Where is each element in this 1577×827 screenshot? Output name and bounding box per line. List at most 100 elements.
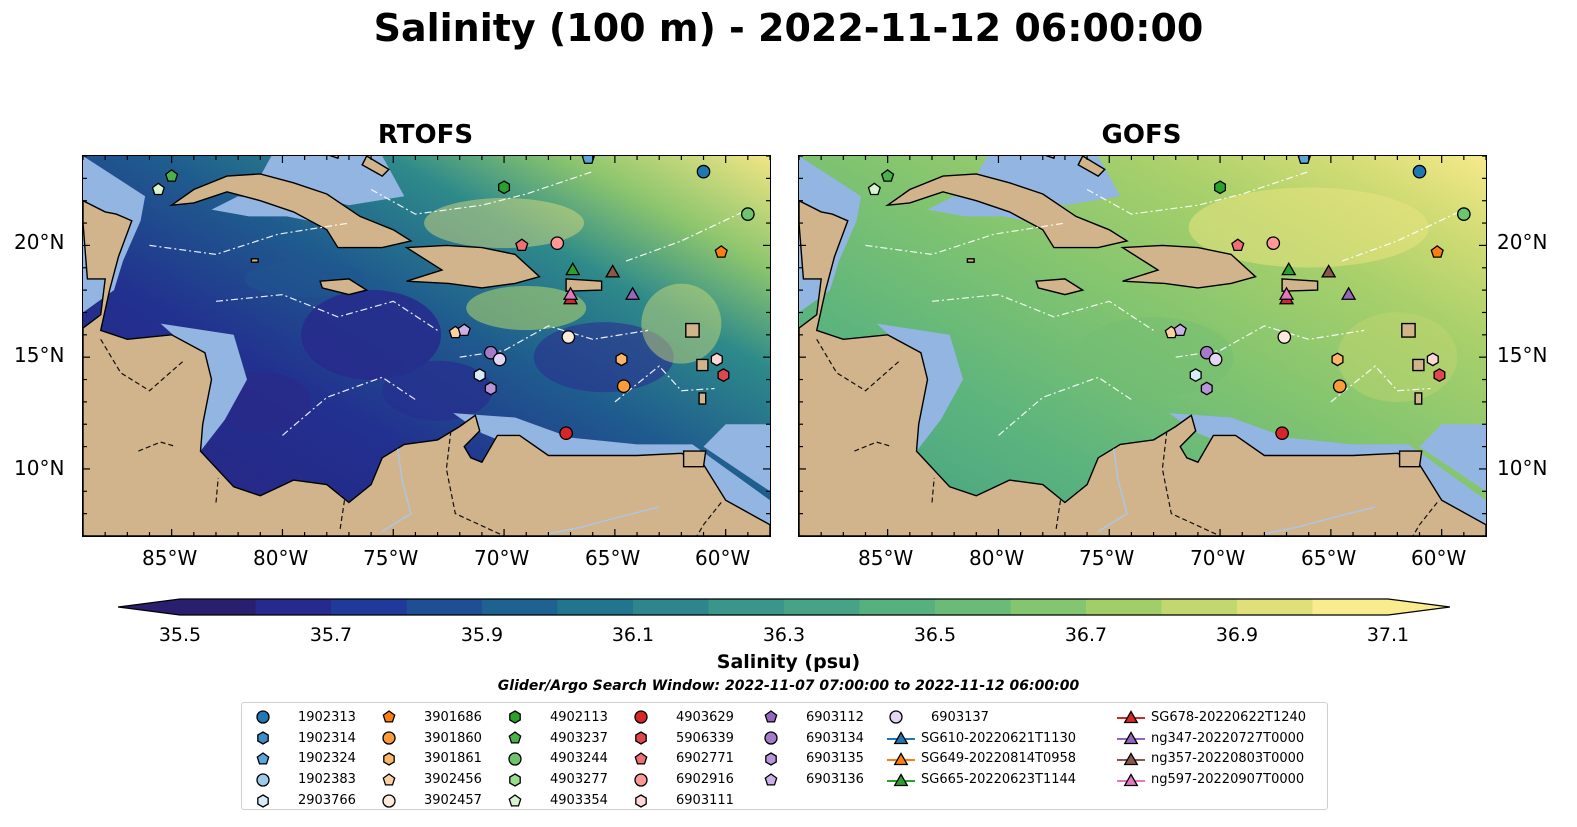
legend-marker-icon[interactable] <box>256 773 270 787</box>
legend-marker-icon[interactable] <box>889 710 903 725</box>
map-panel-gofs[interactable] <box>798 155 1487 537</box>
legend-entry[interactable]: 4903629 <box>632 707 734 728</box>
marker-5906339[interactable] <box>1433 368 1446 383</box>
legend-marker-icon[interactable] <box>509 710 521 725</box>
marker-ng357-20220803T0000[interactable] <box>605 264 621 278</box>
legend-entry[interactable]: SG665-20220623T1144 <box>887 769 1076 790</box>
marker-3902457[interactable] <box>561 330 576 344</box>
legend-marker-icon[interactable] <box>765 752 777 766</box>
marker-6903136[interactable] <box>1173 323 1187 337</box>
legend-entry[interactable]: 1902313 <box>254 707 356 728</box>
legend-marker-icon[interactable] <box>635 731 647 745</box>
legend-entry[interactable]: 6902771 <box>632 749 734 770</box>
marker-6903137[interactable] <box>492 352 507 367</box>
marker-3901860[interactable] <box>1332 379 1347 394</box>
legend-entry[interactable]: 3902457 <box>380 790 482 811</box>
marker-6903111[interactable] <box>710 352 723 367</box>
legend-entry[interactable]: 3901861 <box>380 749 482 770</box>
legend-marker-icon[interactable] <box>257 793 269 808</box>
legend-marker-icon[interactable] <box>256 752 270 765</box>
legend-marker-icon[interactable] <box>382 793 396 808</box>
marker-3901861[interactable] <box>615 352 628 367</box>
marker-4903244[interactable] <box>1456 207 1471 221</box>
legend-marker-icon[interactable] <box>634 752 648 765</box>
legend-marker-icon[interactable] <box>382 710 396 723</box>
marker-1902313[interactable] <box>1412 164 1427 179</box>
legend-marker-icon[interactable] <box>257 731 269 745</box>
legend-marker-icon[interactable] <box>509 773 521 787</box>
marker-4903354[interactable] <box>151 182 165 196</box>
marker-4903237[interactable] <box>880 169 895 182</box>
legend-entry[interactable]: 4903354 <box>506 790 608 811</box>
legend-entry[interactable]: 4902113 <box>506 707 608 728</box>
legend-marker-icon[interactable] <box>764 772 778 786</box>
legend-marker-icon[interactable] <box>893 731 909 745</box>
legend-marker-icon[interactable] <box>893 772 909 786</box>
marker-4902113[interactable] <box>498 180 511 195</box>
marker-6902771[interactable] <box>1231 238 1245 252</box>
legend-entry[interactable]: 3901686 <box>380 707 482 728</box>
marker-3901861[interactable] <box>1331 352 1344 367</box>
legend-entry[interactable]: SG649-20220814T0958 <box>887 749 1076 770</box>
legend-entry[interactable]: 6903112 <box>762 707 864 728</box>
map-panel-rtofs[interactable] <box>82 155 771 537</box>
legend-entry[interactable]: 1902314 <box>254 728 356 749</box>
legend-marker-icon[interactable] <box>382 731 396 745</box>
marker-1902313[interactable] <box>696 164 711 179</box>
marker-4903244[interactable] <box>740 207 755 221</box>
marker-SG665-20220623T1144[interactable] <box>565 261 581 276</box>
legend-entry[interactable]: 4903277 <box>506 769 608 790</box>
legend-marker-icon[interactable] <box>634 710 648 725</box>
marker-6902916[interactable] <box>1266 236 1281 251</box>
marker-6903135[interactable] <box>1200 381 1213 396</box>
legend-entry[interactable]: 1902383 <box>254 769 356 790</box>
legend-marker-icon[interactable] <box>508 752 522 766</box>
legend-entry[interactable]: 1902324 <box>254 749 356 770</box>
marker-4903629[interactable] <box>1275 426 1289 441</box>
marker-6903135[interactable] <box>484 381 497 396</box>
legend-entry[interactable]: 6903136 <box>762 769 864 790</box>
marker-5906339[interactable] <box>717 368 730 383</box>
marker-2903766[interactable] <box>1189 368 1202 383</box>
marker-6902771[interactable] <box>515 238 529 252</box>
legend-entry[interactable]: 4903244 <box>506 749 608 770</box>
marker-4903354[interactable] <box>867 182 881 196</box>
marker-6903137[interactable] <box>1208 352 1223 367</box>
marker-6903111[interactable] <box>1426 352 1439 367</box>
marker-6902916[interactable] <box>550 236 565 251</box>
legend-marker-icon[interactable] <box>1123 772 1139 786</box>
legend-entry[interactable]: 3901860 <box>380 728 482 749</box>
legend-marker-icon[interactable] <box>1123 731 1139 745</box>
legend-entry[interactable]: 6903134 <box>762 728 864 749</box>
marker-4903237[interactable] <box>164 169 179 182</box>
legend-marker-icon[interactable] <box>508 793 522 807</box>
legend-entry[interactable]: SG610-20220621T1130 <box>887 728 1076 749</box>
marker-1902324[interactable] <box>1297 156 1311 164</box>
legend-marker-icon[interactable] <box>256 710 270 725</box>
marker-2903766[interactable] <box>473 368 486 383</box>
legend-entry[interactable]: 3902456 <box>380 769 482 790</box>
marker-ng347-20220727T0000[interactable] <box>1340 286 1357 300</box>
legend-entry[interactable]: ng347-20220727T0000 <box>1117 728 1306 749</box>
legend-marker-icon[interactable] <box>635 793 647 808</box>
marker-ng597-20220907T0000[interactable] <box>1278 286 1295 300</box>
legend-entry[interactable]: ng357-20220803T0000 <box>1117 749 1306 770</box>
marker-4903629[interactable] <box>559 426 573 441</box>
marker-SG665-20220623T1144[interactable] <box>1281 261 1297 276</box>
marker-3902457[interactable] <box>1277 330 1292 344</box>
legend-entry[interactable]: ng597-20220907T0000 <box>1117 769 1306 790</box>
legend-entry[interactable]: 6903135 <box>762 749 864 770</box>
legend-marker-icon[interactable] <box>382 772 396 786</box>
legend-entry[interactable]: 6902916 <box>632 769 734 790</box>
legend-entry[interactable]: 5906339 <box>632 728 734 749</box>
legend-marker-icon[interactable] <box>634 773 648 787</box>
marker-1902324[interactable] <box>581 156 595 164</box>
legend-marker-icon[interactable] <box>508 731 522 744</box>
legend-marker-icon[interactable] <box>1123 752 1139 766</box>
marker-6903136[interactable] <box>457 323 471 337</box>
legend-marker-icon[interactable] <box>893 752 909 766</box>
legend-marker-icon[interactable] <box>764 710 778 723</box>
legend-marker-icon[interactable] <box>764 731 778 745</box>
marker-4902113[interactable] <box>1214 180 1227 195</box>
marker-ng357-20220803T0000[interactable] <box>1321 264 1337 278</box>
